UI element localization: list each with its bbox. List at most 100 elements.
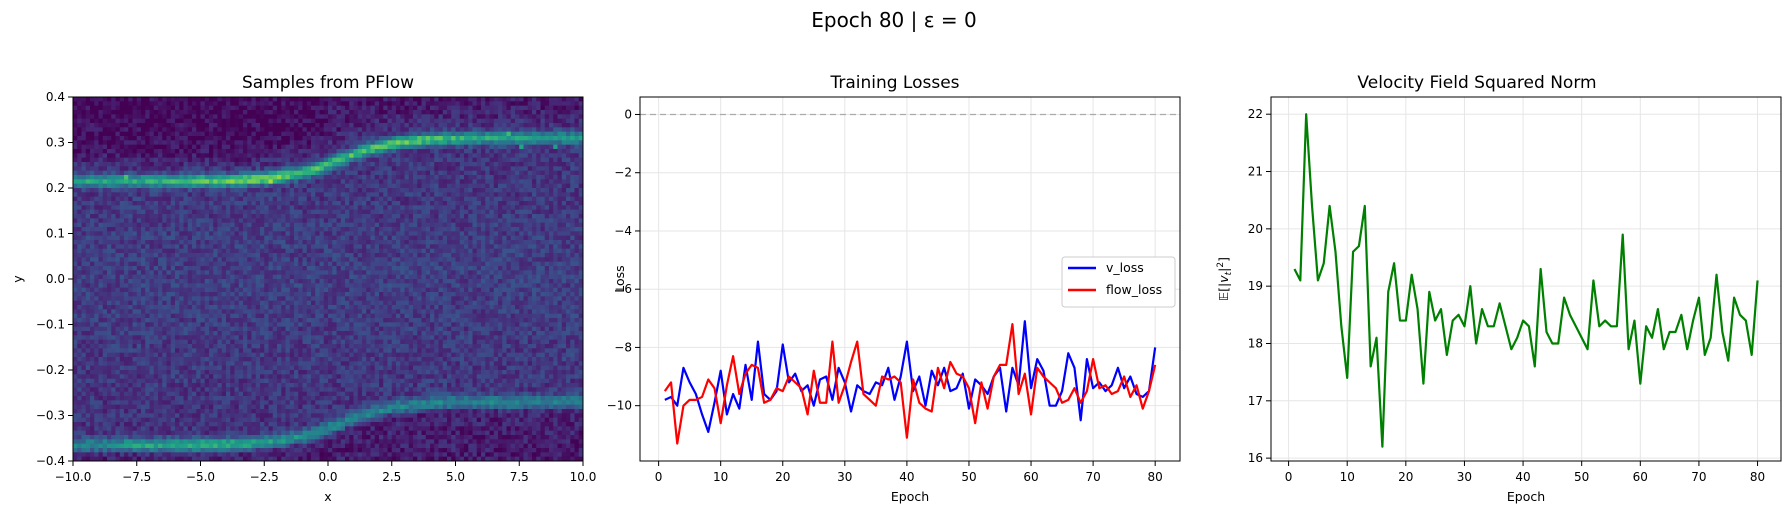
heatmap-cell: [158, 157, 163, 163]
heatmap-cell: [570, 253, 575, 258]
heatmap-cell: [179, 248, 184, 254]
heatmap-cell: [570, 192, 575, 198]
heatmap-cell: [141, 183, 146, 189]
heatmap-cell: [128, 235, 133, 241]
heatmap-cell: [170, 201, 176, 206]
heatmap-cell: [570, 270, 575, 276]
heatmap-cell: [294, 261, 299, 267]
heatmap-cell: [217, 144, 223, 150]
heatmap-cell: [383, 175, 388, 180]
heatmap-cell: [255, 170, 261, 176]
heatmap-cell: [166, 227, 172, 232]
heatmap-cell: [179, 253, 184, 258]
heatmap-cell: [536, 170, 541, 176]
heatmap-cell: [187, 192, 193, 198]
heatmap-cell: [387, 157, 393, 163]
heatmap-cell: [226, 192, 231, 198]
heatmap-cell: [221, 266, 227, 271]
heatmap-cell: [438, 222, 444, 228]
heatmap-cell: [493, 175, 499, 180]
heatmap-cell: [328, 192, 333, 198]
heatmap-cell: [145, 127, 150, 133]
heatmap-cell: [442, 183, 448, 189]
heatmap-cell: [285, 240, 291, 245]
heatmap-cell: [336, 231, 342, 237]
heatmap-cell: [408, 118, 414, 124]
heatmap-cell: [434, 253, 439, 258]
heatmap-cell: [557, 105, 563, 111]
heatmap-cell: [115, 175, 121, 180]
heatmap-cell: [315, 248, 320, 254]
heatmap-cell: [145, 218, 150, 224]
heatmap-cell: [94, 201, 99, 206]
heatmap-cell: [166, 175, 172, 180]
heatmap-cell: [145, 136, 150, 141]
heatmap-cell: [442, 244, 448, 250]
heatmap-cell: [540, 179, 546, 185]
heatmap-cell: [413, 196, 418, 202]
heatmap-cell: [81, 105, 87, 111]
heatmap-cell: [221, 114, 227, 120]
heatmap-cell: [515, 188, 520, 193]
heatmap-cell: [332, 131, 337, 137]
heatmap-cell: [285, 266, 291, 271]
heatmap-cell: [272, 179, 278, 185]
heatmap-cell: [289, 131, 295, 137]
heatmap-cell: [94, 192, 99, 198]
heatmap-cell: [362, 188, 367, 193]
heatmap-cell: [81, 127, 87, 133]
heatmap-cell: [396, 144, 401, 150]
heatmap-cell: [506, 140, 512, 146]
heatmap-cell: [243, 274, 248, 280]
heatmap-cell: [315, 261, 320, 267]
heatmap-cell: [561, 235, 567, 241]
heatmap-cell: [370, 157, 376, 163]
heatmap-cell: [362, 253, 367, 258]
heatmap-cell: [400, 188, 405, 193]
heatmap-cell: [451, 105, 456, 111]
heatmap-cell: [247, 123, 252, 128]
heatmap-cell: [277, 153, 282, 159]
heatmap-cell: [107, 192, 112, 198]
heatmap-cell: [447, 231, 452, 237]
heatmap-cell: [510, 205, 516, 211]
heatmap-cell: [527, 227, 533, 232]
heatmap-cell: [255, 201, 261, 206]
heatmap-cell: [447, 118, 452, 124]
heatmap-cell: [532, 101, 537, 107]
heatmap-cell: [485, 157, 490, 163]
heatmap-cell: [532, 227, 537, 232]
heatmap-cell: [234, 196, 240, 202]
heatmap-cell: [285, 270, 291, 276]
heatmap-cell: [145, 140, 150, 146]
heatmap-cell: [557, 270, 563, 276]
heatmap-cell: [387, 253, 393, 258]
heatmap-cell: [115, 118, 121, 124]
heatmap-cell: [489, 214, 495, 219]
heatmap-cell: [485, 170, 490, 176]
heatmap-cell: [162, 179, 167, 185]
heatmap-cell: [455, 209, 461, 215]
heatmap-cell: [272, 162, 278, 167]
heatmap-cell: [498, 153, 503, 159]
heatmap-cell: [566, 257, 571, 263]
heatmap-cell: [243, 123, 248, 128]
heatmap-cell: [506, 196, 512, 202]
heatmap-cell: [81, 209, 87, 215]
heatmap-cell: [85, 274, 91, 280]
heatmap-cell: [158, 127, 163, 133]
heatmap-cell: [187, 105, 193, 111]
heatmap-cell: [158, 266, 163, 271]
heatmap-cell: [366, 261, 371, 267]
heatmap-cell: [285, 105, 291, 111]
heatmap-cell: [421, 140, 427, 146]
heatmap-cell: [302, 244, 308, 250]
heatmap-cell: [102, 144, 108, 150]
heatmap-cell: [396, 235, 401, 241]
heatmap-cell: [540, 244, 546, 250]
heatmap-cell: [540, 131, 546, 137]
heatmap-cell: [264, 257, 269, 263]
heatmap-cell: [136, 105, 142, 111]
heatmap-cell: [302, 257, 308, 263]
heatmap-cell: [77, 114, 82, 120]
